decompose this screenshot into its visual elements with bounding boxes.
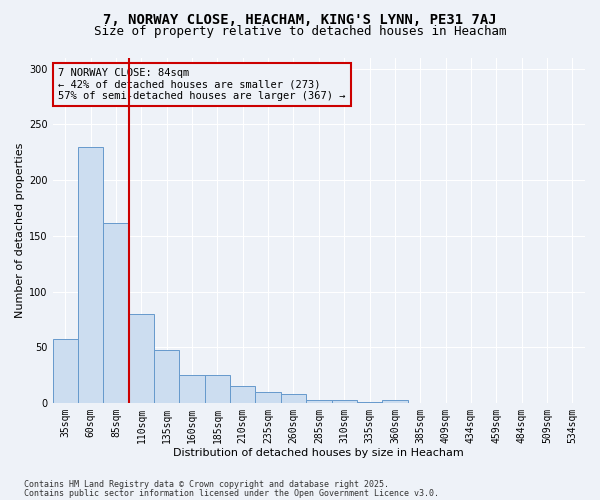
Bar (256, 392, 281, 403)
Bar (281, 394, 306, 403)
Bar (154, 350, 179, 403)
Bar (129, 314, 154, 403)
Text: Contains public sector information licensed under the Open Government Licence v3: Contains public sector information licen… (24, 488, 439, 498)
Bar (78, 146, 103, 403)
X-axis label: Distribution of detached houses by size in Heacham: Distribution of detached houses by size … (173, 448, 464, 458)
Bar (332, 400, 357, 403)
Text: Size of property relative to detached houses in Heacham: Size of property relative to detached ho… (94, 25, 506, 38)
Bar (306, 400, 332, 403)
Text: Contains HM Land Registry data © Crown copyright and database right 2025.: Contains HM Land Registry data © Crown c… (24, 480, 389, 489)
Bar (357, 402, 382, 403)
Y-axis label: Number of detached properties: Number of detached properties (15, 142, 25, 318)
Text: 7 NORWAY CLOSE: 84sqm
← 42% of detached houses are smaller (273)
57% of semi-det: 7 NORWAY CLOSE: 84sqm ← 42% of detached … (58, 68, 346, 101)
Text: 7, NORWAY CLOSE, HEACHAM, KING'S LYNN, PE31 7AJ: 7, NORWAY CLOSE, HEACHAM, KING'S LYNN, P… (103, 12, 497, 26)
Bar (53, 338, 78, 403)
Bar (103, 222, 129, 403)
Bar (382, 400, 407, 403)
Bar (179, 376, 205, 403)
Bar (205, 376, 230, 403)
Bar (230, 386, 256, 403)
